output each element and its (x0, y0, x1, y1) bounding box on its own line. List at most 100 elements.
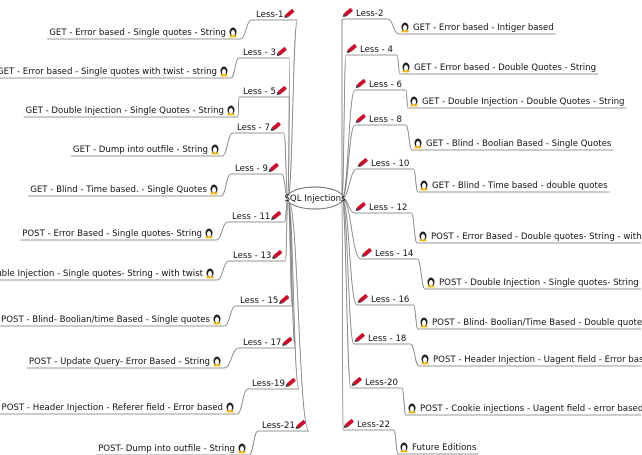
branch-description: POST - Double Injection - Single quotes-… (439, 278, 642, 288)
pen-tip (272, 255, 276, 259)
tux-belly (422, 320, 426, 326)
tux-belly (402, 445, 406, 451)
connector (410, 212, 418, 244)
pen-body (272, 211, 282, 220)
branch-description: POST- Dump into outfile - String (98, 444, 235, 454)
connector (239, 19, 253, 40)
tux-feet (401, 30, 409, 33)
tux-icon (238, 443, 246, 454)
tux-icon (427, 277, 435, 288)
tux-belly (412, 99, 416, 105)
pen-body (363, 248, 372, 257)
tux-belly (429, 280, 433, 286)
pen-body (287, 378, 296, 387)
pen-body (357, 114, 366, 123)
pen-icon (295, 420, 306, 429)
pen-icon (355, 114, 366, 123)
branch-description: GET - Double Injection - Single Quotes -… (26, 106, 224, 116)
branch-label: Less-2 (356, 9, 383, 19)
pen-icon (355, 202, 366, 211)
tux-belly (423, 357, 427, 363)
connector (387, 18, 400, 35)
connector (287, 197, 300, 390)
pen-icon (342, 8, 353, 17)
connector (412, 304, 419, 330)
connector (341, 54, 347, 199)
branch-label: Less - 11 (232, 212, 270, 222)
tux-icon (229, 27, 237, 38)
pen-icon (276, 47, 287, 56)
pen-icon (361, 248, 372, 257)
branch-label: Less - 15 (240, 296, 278, 306)
connector (341, 197, 362, 260)
pen-icon (268, 163, 279, 172)
branch-description: GET - Error based - Single quotes with t… (0, 67, 217, 77)
branch-label: Less - 5 (243, 87, 276, 97)
tux-feet (210, 192, 218, 195)
pen-icon (282, 337, 293, 346)
center-node (286, 186, 344, 210)
tux-icon (210, 184, 218, 195)
tux-icon (206, 268, 214, 279)
pen-body (353, 377, 362, 386)
branch-description: POST - Update Query- Error Based - Strin… (29, 357, 210, 367)
tux-feet (205, 236, 213, 239)
tux-icon (213, 356, 221, 367)
tux-icon (402, 62, 410, 73)
connector (220, 173, 232, 197)
pen-icon (272, 250, 283, 259)
tux-belly (403, 25, 407, 31)
pen-icon (355, 79, 366, 88)
connector (283, 132, 289, 199)
branch-description: POST - Double Injection - Single quotes-… (0, 269, 204, 279)
pen-body (278, 47, 287, 56)
pen-body (270, 163, 279, 172)
tux-feet (427, 285, 435, 288)
connector (237, 96, 240, 118)
connector (405, 124, 413, 151)
connector (393, 429, 399, 455)
branch-description: Future Editions (412, 443, 477, 453)
tux-belly (416, 141, 420, 147)
branch-label: Less - 4 (360, 45, 393, 55)
pen-icon (285, 378, 296, 387)
connector (341, 197, 344, 431)
branch-description: GET - Double Injection - Double Quotes -… (422, 97, 625, 107)
pen-body (278, 86, 287, 95)
branch-description: POST - Blind- Boolian/time Based - Singl… (1, 315, 210, 325)
tux-feet (211, 152, 219, 155)
tux-feet (206, 276, 214, 279)
pen-icon (346, 44, 357, 53)
tux-belly (240, 446, 244, 452)
tux-belly (222, 69, 226, 75)
branch-label: Less-22 (357, 420, 390, 430)
branch-label: Less-1 (256, 10, 283, 20)
branch-description: POST - Error Based - Double quotes- Stri… (431, 232, 642, 242)
connector (216, 260, 230, 281)
tux-belly (228, 405, 232, 411)
tux-icon (211, 144, 219, 155)
pen-icon (357, 294, 368, 303)
pen-icon (357, 158, 368, 167)
tux-feet (420, 188, 428, 191)
pen-tip (279, 300, 283, 304)
branch-label: Less - 16 (371, 295, 409, 305)
branch-label: Less - 18 (368, 334, 406, 344)
pen-body (283, 337, 293, 346)
branch-description: GET - Error based - Intiger based (413, 23, 554, 33)
pen-tip (284, 14, 288, 18)
pen-tip (282, 342, 286, 346)
tux-feet (414, 146, 422, 149)
pen-tip (276, 52, 281, 56)
tux-icon (420, 317, 428, 328)
tux-icon (414, 138, 422, 149)
pen-body (348, 44, 357, 53)
tux-feet (419, 239, 427, 242)
connector (401, 387, 407, 416)
connector (248, 430, 259, 455)
tux-feet (227, 113, 235, 116)
tux-icon (205, 228, 213, 239)
connector (412, 168, 419, 193)
branch-description: GET - Error based - Double Quotes - Stri… (414, 63, 596, 73)
branch-label: Less-19 (252, 379, 285, 389)
